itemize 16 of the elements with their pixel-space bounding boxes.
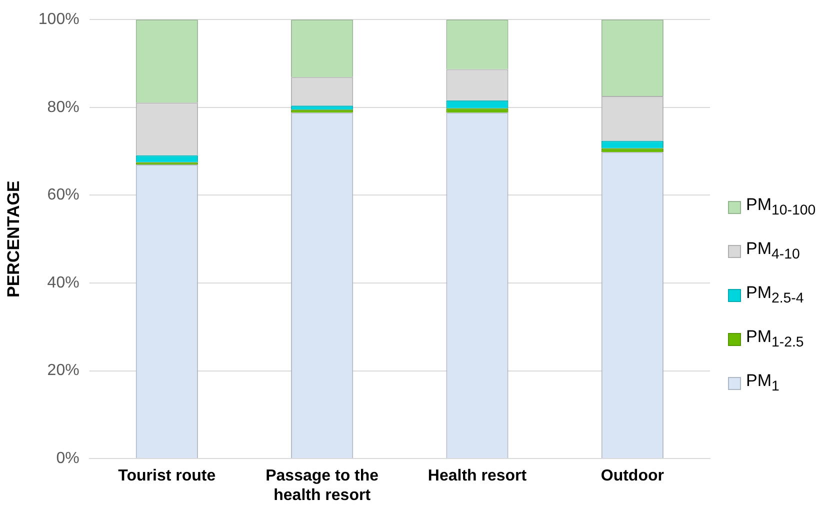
legend-label: PM$_{1}$: [746, 371, 780, 395]
y-tick-label: 80%: [47, 98, 80, 116]
y-tick-label: 100%: [38, 11, 80, 28]
x-tick-label: Health resort: [428, 468, 528, 485]
legend-label: PM$_{2.5-4}$: [746, 283, 804, 307]
y-tick-label: 0%: [56, 450, 80, 468]
x-tick-label: Tourist route: [118, 468, 216, 485]
x-tick-label: Outdoor: [600, 468, 664, 485]
legend-label: PM$_{1-2.5}$: [746, 327, 804, 351]
y-tick-label: 20%: [47, 362, 80, 380]
x-tick-label: Passage to the health resort: [266, 468, 379, 504]
y-tick-label: 60%: [47, 186, 80, 204]
y-axis-title: PERCENTAGE: [4, 180, 23, 298]
y-tick-label: 40%: [47, 274, 80, 292]
legend-label: PM$_{4-10}$: [746, 239, 800, 263]
legend-label: PM$_{10-100}$: [746, 195, 816, 219]
